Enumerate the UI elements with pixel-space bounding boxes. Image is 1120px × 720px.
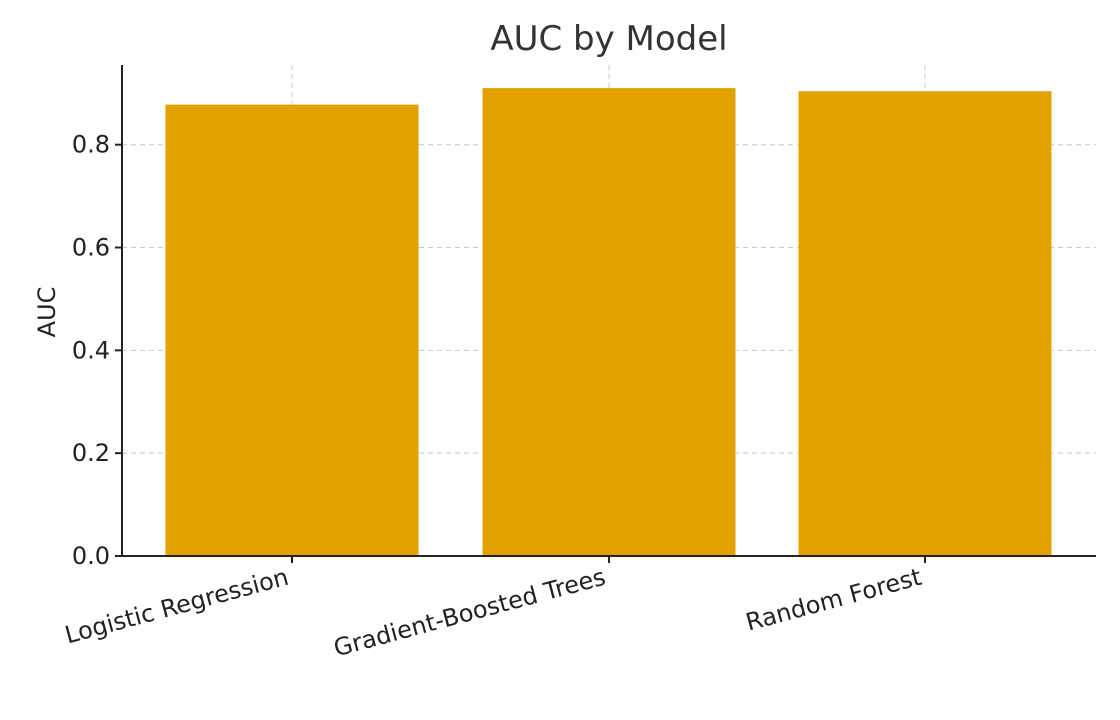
bar-gradient-boosted-trees [482,88,736,557]
y-tick-label-0: 0.0 [72,542,110,570]
y-tick-label-1: 0.2 [72,439,110,467]
x-tick-label-2: Random Forest [743,563,925,637]
bar-logistic-regression [165,104,419,557]
y-tick-label-2: 0.4 [72,336,110,364]
chart-title: AUC by Model [490,19,727,59]
y-tick-label-4: 0.8 [72,131,110,159]
y-axis-label: AUC [33,287,61,338]
y-tick-label-3: 0.6 [72,234,110,262]
bar-random-forest [798,91,1052,556]
x-tick-label-1: Gradient-Boosted Trees [331,563,609,663]
plot-area: 0.0 0.2 0.4 0.6 0.8 Logistic Regression Gradie… [62,65,1096,662]
x-tick-label-0: Logistic Regression [62,563,292,650]
